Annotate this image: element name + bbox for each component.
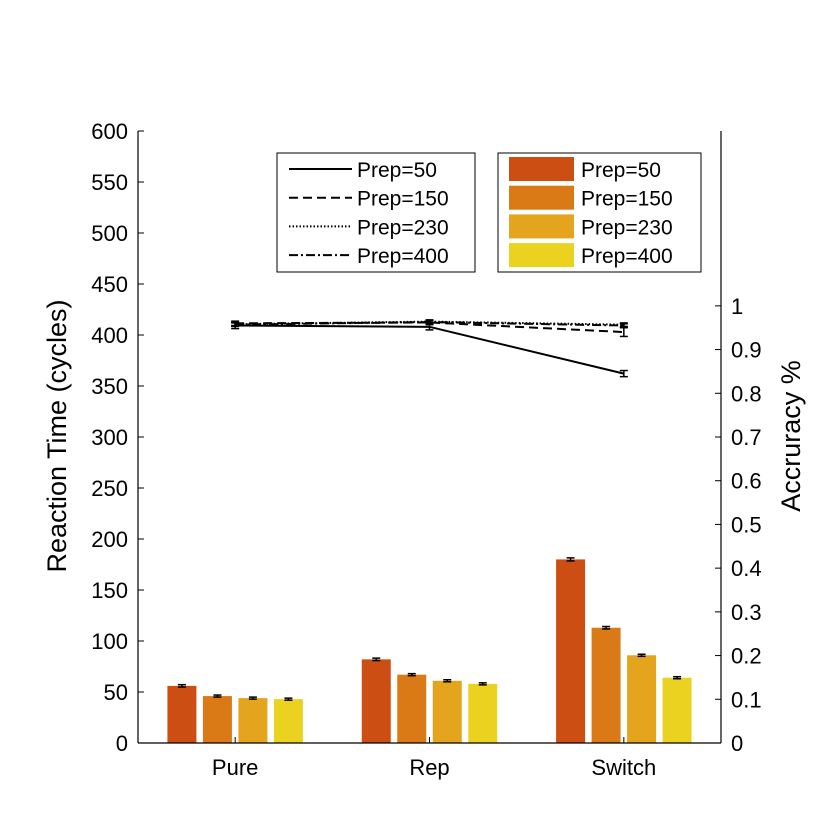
legend-group: Prep=50Prep=150Prep=230Prep=400Prep=50Pr… (276, 152, 702, 273)
axes-group: 0 50 100 150 200 250 300 350 400 450 500 550 600 0 0.1… (91, 119, 761, 780)
accuracy-error-bar (425, 319, 434, 325)
y-tick-label: 350 (91, 374, 128, 399)
y-tick-label: 250 (91, 476, 128, 501)
y-tick-label: 200 (91, 527, 128, 552)
y2-tick-label: 0.2 (731, 644, 762, 669)
y-tick-label: 550 (91, 170, 128, 195)
bar-error-bar (372, 657, 381, 662)
bar-error-bar (637, 653, 646, 658)
bar (397, 674, 427, 743)
bar-error-bar (443, 679, 452, 683)
bar-legend: Prep=50 Prep=150 Prep=230 Prep=400 (497, 152, 702, 273)
bar-error-bar (177, 683, 186, 688)
accuracy-error-bar (619, 323, 628, 329)
y2-tick-label: 0.3 (731, 600, 762, 625)
y2-tick-label: 0.4 (731, 556, 762, 581)
y-tick-label: 300 (91, 425, 128, 450)
bar (432, 680, 462, 743)
y-tick-label: 150 (91, 578, 128, 603)
y2-tick-label: 1 (731, 294, 743, 319)
x-tick-label: Switch (591, 755, 656, 780)
y2-axis-label: Accruracy % (776, 360, 806, 512)
bar-error-bar (213, 694, 222, 698)
y2-tick-label: 0.7 (731, 425, 762, 450)
x-tick-label: Pure (212, 755, 258, 780)
bar-legend-swatch (509, 243, 574, 268)
bar (627, 655, 657, 743)
line-legend-label: Prep=230 (357, 216, 449, 239)
y-tick-label: 0 (116, 731, 128, 756)
y2-tick-label: 0.1 (731, 687, 762, 712)
line-legend: Prep=50 Prep=150 Prep=230 Prep=400 (276, 152, 476, 273)
line-legend-label: Prep=400 (357, 245, 449, 268)
bar-legend-swatch (509, 157, 574, 181)
y2-tick-label: 0.6 (731, 469, 762, 494)
bar-error-bar (248, 696, 257, 700)
y2-tick-label: 0.5 (731, 512, 762, 537)
y-tick-label: 100 (91, 629, 128, 654)
bar-legend-swatch (509, 214, 574, 239)
accuracy-error-bar (231, 322, 240, 328)
line-legend-label: Prep=150 (357, 188, 449, 211)
bar (273, 699, 303, 743)
y-tick-label: 500 (91, 221, 128, 246)
bar-error-bar (478, 682, 487, 686)
accuracy-line (235, 324, 625, 375)
bar (167, 685, 197, 743)
y-tick-label: 400 (91, 323, 128, 348)
y-tick-label: 450 (91, 272, 128, 297)
y-tick-label: 600 (91, 119, 128, 144)
line-legend-label: Prep=50 (357, 159, 437, 182)
bar-legend-label: Prep=50 (581, 159, 661, 182)
y2-tick-label: 0 (731, 731, 743, 756)
bar-legend-label: Prep=400 (581, 245, 673, 268)
bar (468, 683, 498, 743)
bar-legend-label: Prep=230 (581, 216, 673, 239)
bar-error-bar (673, 675, 682, 680)
bar (662, 677, 692, 743)
y-axis-label: Reaction Time (cycles) (42, 299, 72, 572)
bar-legend-label: Prep=150 (581, 188, 673, 211)
bar (238, 698, 268, 743)
lines-group (231, 319, 628, 378)
bar (591, 627, 621, 743)
line-legend-box (276, 152, 476, 273)
bar-error-bar (602, 625, 611, 630)
bar-error-bar (284, 697, 293, 701)
bar-error-bar (566, 557, 575, 562)
bar (202, 696, 232, 743)
bars-group (167, 557, 692, 743)
accuracy-error-bar (619, 369, 628, 378)
y2-tick-label: 0.8 (731, 381, 762, 406)
bar (556, 559, 586, 743)
bar-legend-swatch (509, 185, 574, 210)
y-tick-label: 50 (104, 680, 128, 705)
bar (361, 659, 391, 743)
x-tick-label: Rep (409, 755, 449, 780)
bar-error-bar (407, 672, 416, 677)
y2-tick-label: 0.9 (731, 338, 762, 363)
